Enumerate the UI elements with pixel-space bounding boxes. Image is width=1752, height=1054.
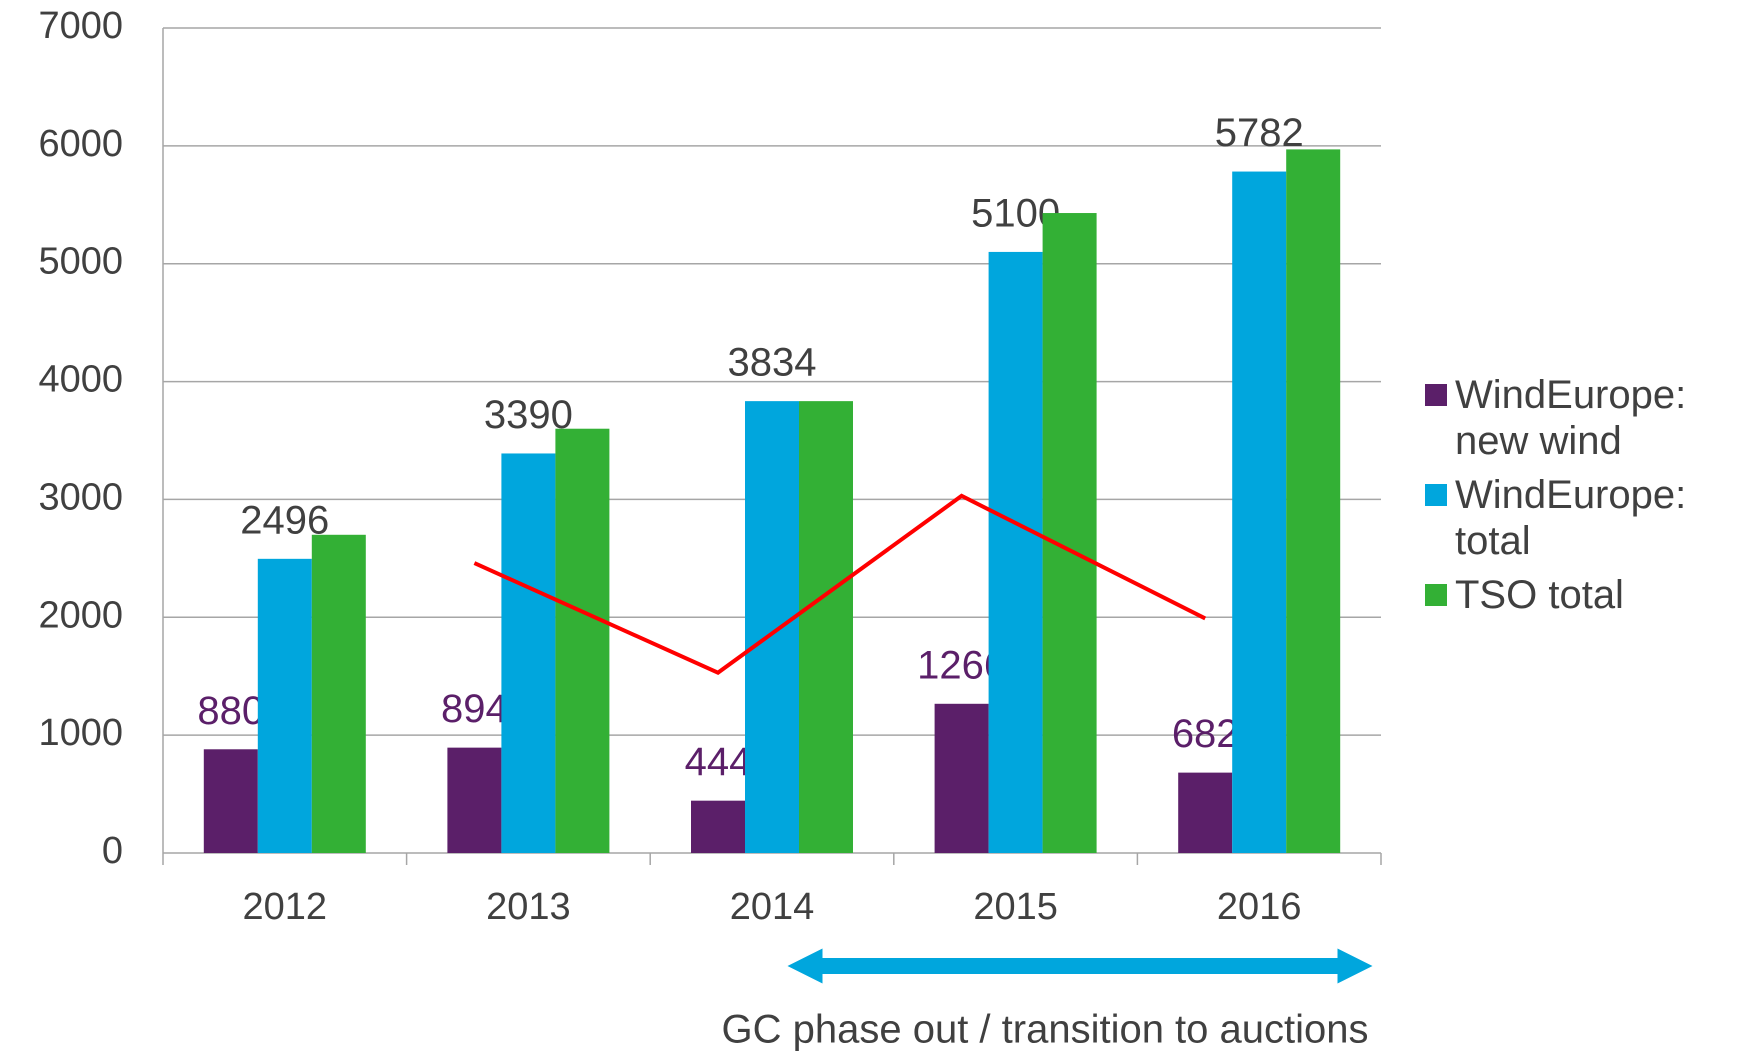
y-tick-label: 4000 [38, 359, 123, 401]
bar [745, 401, 799, 853]
legend-swatch [1425, 384, 1447, 406]
annotation: GC phase out / transition to auctions [721, 1008, 1368, 1052]
bar [257, 558, 312, 853]
legend-item: TSO total [1425, 572, 1752, 618]
x-tick-label: 2012 [243, 886, 328, 928]
data-label: 3834 [728, 341, 817, 385]
bar [447, 747, 502, 853]
legend-item: WindEurope: new wind [1425, 372, 1752, 464]
legend-label: TSO total [1455, 573, 1624, 617]
x-tick-label: 2013 [486, 886, 571, 928]
x-tick-label: 2015 [973, 886, 1058, 928]
y-tick-label: 5000 [38, 241, 123, 283]
legend-label: WindEurope: total [1455, 473, 1687, 563]
x-tick-label: 2016 [1217, 886, 1302, 928]
legend-item: WindEurope: total [1425, 472, 1752, 564]
y-tick-label: 6000 [38, 123, 123, 165]
data-label: 682 [1172, 712, 1239, 756]
bar [691, 800, 745, 853]
bar [1232, 171, 1287, 854]
bar [203, 749, 258, 853]
bar [988, 251, 1043, 853]
x-tick-label: 2014 [730, 886, 815, 928]
data-label: 894 [441, 687, 508, 731]
bar [1042, 213, 1097, 854]
bar [555, 428, 610, 853]
bar [501, 453, 556, 853]
bar [1178, 772, 1233, 853]
data-label: 880 [197, 689, 264, 733]
y-tick-label: 3000 [38, 476, 123, 518]
legend-swatch [1425, 484, 1447, 506]
legend: WindEurope: new wind WindEurope: total TSO… [1425, 372, 1752, 626]
legend-swatch [1425, 584, 1447, 606]
bar [934, 703, 989, 853]
data-label: 5782 [1215, 111, 1304, 155]
y-tick-label: 7000 [38, 5, 123, 47]
y-tick-label: 2000 [38, 594, 123, 636]
line [473, 493, 1207, 675]
legend-label: WindEurope: new wind [1455, 373, 1687, 463]
y-tick-label: 0 [102, 830, 123, 872]
y-tick-label: 1000 [38, 712, 123, 754]
bar [311, 534, 366, 853]
bar [799, 401, 853, 853]
bar [1286, 149, 1341, 854]
data-label: 444 [685, 740, 752, 784]
